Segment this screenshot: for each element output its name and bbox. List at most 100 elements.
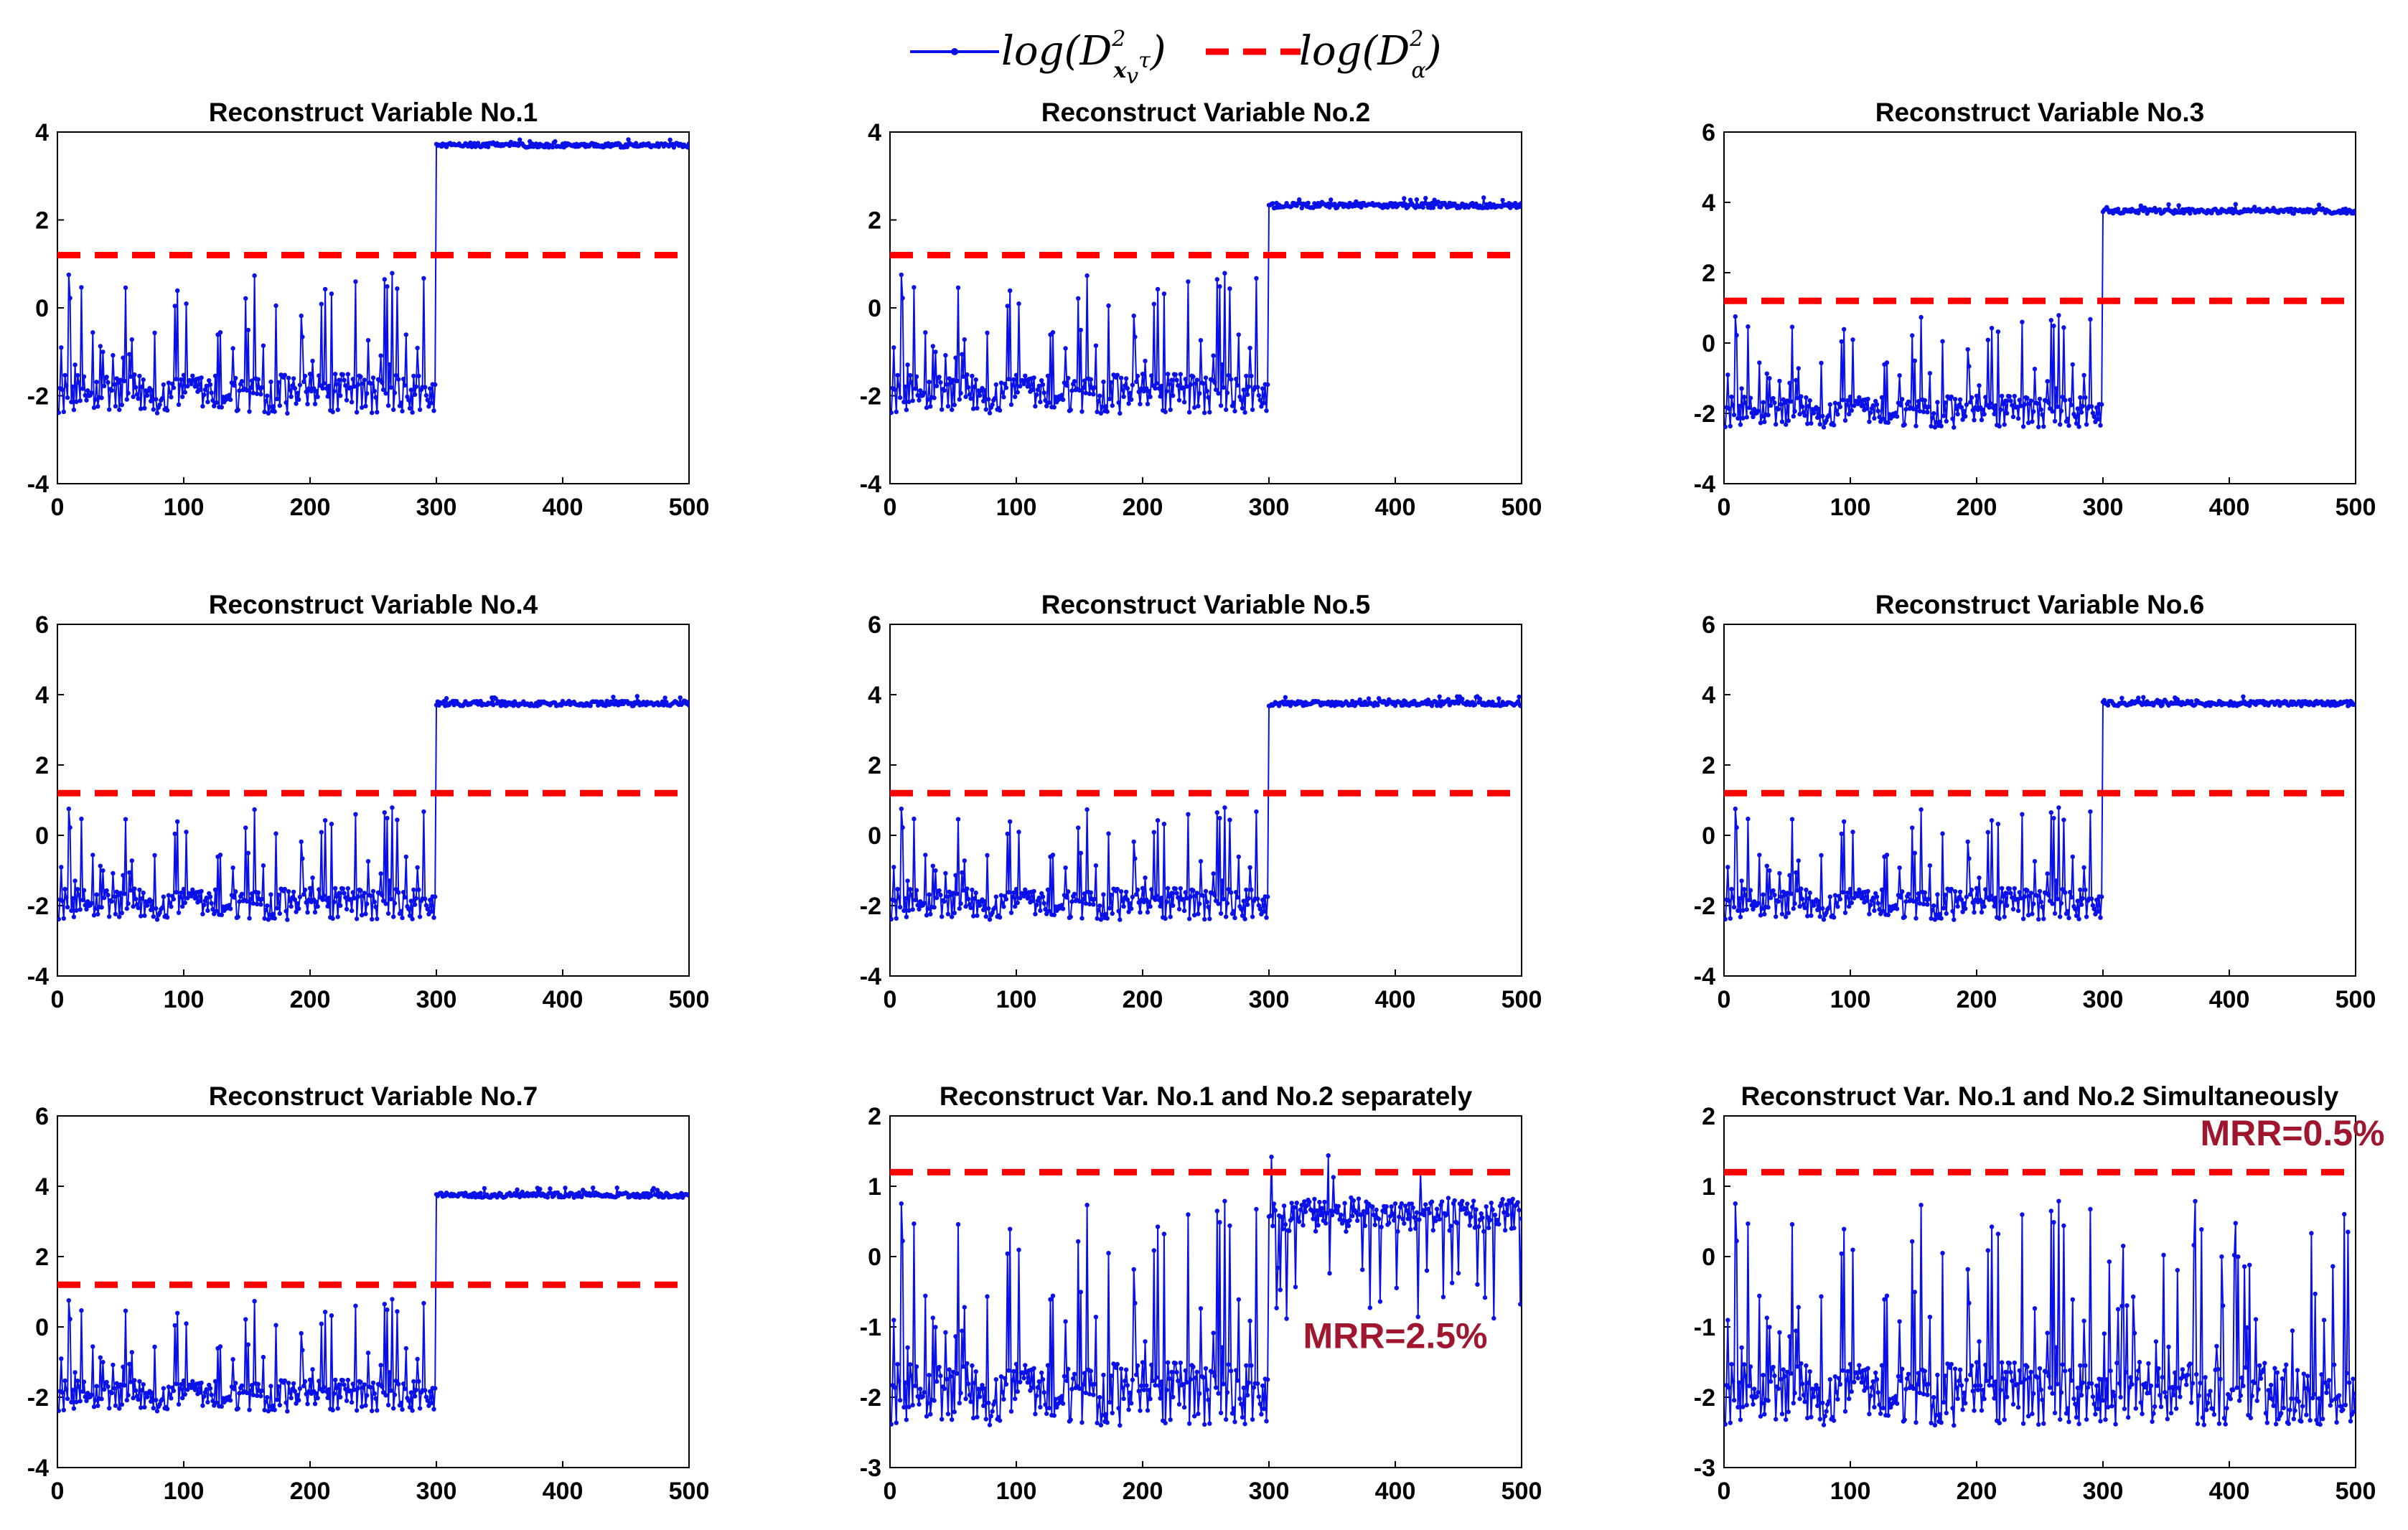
data-point bbox=[1735, 908, 1741, 914]
x-tick-label: 400 bbox=[2209, 494, 2250, 521]
data-point bbox=[337, 1382, 342, 1387]
data-point bbox=[2152, 1404, 2158, 1409]
data-point bbox=[294, 1401, 299, 1406]
data-point bbox=[1746, 324, 1751, 329]
data-point bbox=[307, 886, 313, 891]
data-point bbox=[250, 390, 256, 395]
data-point bbox=[1374, 1207, 1379, 1213]
data-point bbox=[1400, 703, 1405, 708]
data-point bbox=[1113, 1365, 1119, 1371]
data-point bbox=[2045, 1330, 2050, 1336]
data-point bbox=[892, 898, 898, 904]
data-point bbox=[1791, 413, 1796, 419]
data-point bbox=[1202, 410, 1207, 416]
data-point bbox=[2153, 1339, 2159, 1344]
data-point bbox=[1198, 338, 1204, 343]
data-point bbox=[895, 1361, 900, 1367]
data-point bbox=[1131, 1267, 1136, 1272]
data-point bbox=[968, 1399, 973, 1404]
data-point bbox=[1299, 1203, 1305, 1208]
data-point bbox=[1035, 1385, 1041, 1390]
data-point bbox=[1001, 904, 1006, 909]
data-point bbox=[1087, 391, 1092, 396]
data-point bbox=[401, 376, 406, 382]
data-point bbox=[170, 381, 175, 387]
data-point bbox=[1952, 425, 1957, 430]
data-point bbox=[1226, 887, 1231, 892]
data-point bbox=[2040, 904, 2045, 910]
data-point bbox=[408, 388, 413, 393]
data-point bbox=[1952, 889, 1958, 894]
data-point bbox=[2304, 1412, 2309, 1417]
data-point bbox=[2173, 1370, 2178, 1376]
x-tick-label: 200 bbox=[290, 1478, 331, 1505]
data-point bbox=[431, 408, 436, 413]
data-point bbox=[2020, 916, 2026, 921]
data-point bbox=[2233, 202, 2238, 207]
data-point bbox=[1064, 382, 1069, 388]
data-point bbox=[1194, 1369, 1199, 1375]
data-point bbox=[1477, 696, 1483, 701]
data-point bbox=[59, 1356, 64, 1361]
data-point bbox=[1274, 1305, 1279, 1310]
data-point bbox=[2142, 1384, 2147, 1390]
data-point bbox=[408, 898, 413, 904]
data-point bbox=[1375, 703, 1380, 708]
data-point bbox=[185, 1387, 190, 1392]
data-point bbox=[1245, 392, 1250, 397]
data-point bbox=[2147, 1390, 2152, 1395]
data-point bbox=[202, 902, 207, 908]
legend-series-sub: x bbox=[1112, 58, 1127, 83]
data-point bbox=[197, 898, 203, 904]
data-point bbox=[141, 1381, 146, 1387]
data-point bbox=[2032, 859, 2038, 864]
data-point bbox=[922, 1390, 927, 1395]
data-point bbox=[906, 399, 912, 405]
data-point bbox=[1003, 1381, 1009, 1387]
data-point bbox=[289, 394, 294, 399]
data-point bbox=[317, 373, 322, 378]
data-point bbox=[953, 873, 958, 878]
data-point bbox=[1736, 896, 1742, 901]
data-point bbox=[1289, 1201, 1294, 1206]
data-point bbox=[1964, 894, 1969, 900]
data-point bbox=[276, 380, 281, 385]
data-point bbox=[112, 1386, 117, 1391]
y-tick-label: -2 bbox=[860, 383, 881, 410]
data-point bbox=[167, 390, 172, 395]
data-point bbox=[1957, 1367, 1963, 1372]
data-point bbox=[375, 916, 380, 921]
data-point bbox=[1779, 402, 1784, 407]
data-point bbox=[1246, 1380, 1252, 1385]
data-point bbox=[1404, 1208, 1410, 1213]
data-point bbox=[1231, 909, 1236, 914]
data-point bbox=[1196, 1411, 1201, 1417]
data-point bbox=[411, 887, 416, 893]
data-point bbox=[329, 822, 334, 827]
data-point bbox=[1354, 199, 1359, 205]
data-point bbox=[1968, 892, 1973, 897]
data-point bbox=[1859, 403, 1864, 408]
data-point bbox=[327, 896, 332, 901]
data-point bbox=[1235, 1378, 1240, 1383]
data-point bbox=[1166, 382, 1172, 387]
data-point bbox=[136, 905, 141, 911]
data-point bbox=[1357, 697, 1362, 703]
data-point bbox=[1998, 407, 2003, 413]
data-point bbox=[61, 916, 67, 921]
data-point bbox=[129, 1350, 134, 1355]
data-point bbox=[1766, 413, 1771, 418]
data-point bbox=[1954, 406, 1959, 411]
data-point bbox=[415, 865, 420, 870]
data-point bbox=[1921, 901, 1926, 907]
data-point bbox=[1121, 394, 1126, 399]
data-point bbox=[1224, 1390, 1230, 1395]
data-point bbox=[1839, 831, 1844, 837]
data-point bbox=[1241, 1385, 1247, 1391]
data-point bbox=[353, 812, 358, 817]
data-point bbox=[2165, 1417, 2170, 1422]
data-point bbox=[685, 145, 689, 150]
data-point bbox=[1103, 911, 1109, 917]
data-point bbox=[406, 906, 411, 911]
data-point bbox=[1072, 379, 1077, 384]
